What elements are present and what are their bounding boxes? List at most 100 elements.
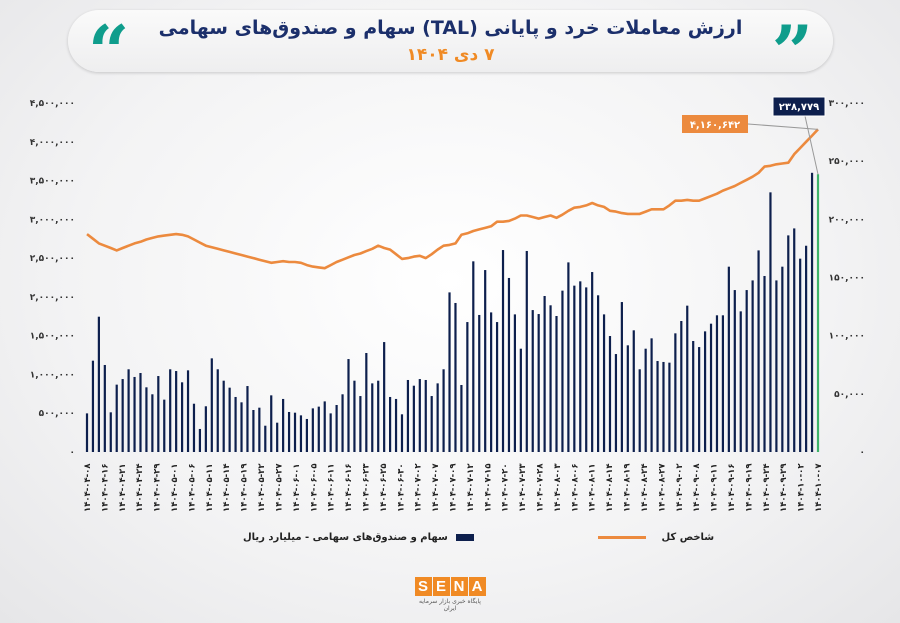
bar <box>597 295 600 452</box>
bar <box>353 380 356 452</box>
x-tick-label: ۱۴۰۴-۰۶-۱۶ <box>344 463 354 512</box>
bar <box>145 387 148 452</box>
bar <box>133 376 136 452</box>
bar <box>805 245 808 452</box>
bar <box>282 398 285 452</box>
x-tick-label: ۱۴۰۴-۰۹-۲۹ <box>779 463 789 512</box>
x-tick-label: ۱۴۰۴-۰۸-۱۹ <box>623 463 633 512</box>
bar <box>632 330 635 452</box>
x-tick-label: ۱۴۰۴-۰۸-۱۴ <box>605 463 615 512</box>
annotation-index-box <box>682 115 748 133</box>
double-quote-icon: “ <box>88 9 130 94</box>
legend-label-bars: سهام و صندوق‌های سهامی - میلیارد ریال <box>243 532 448 543</box>
bar <box>377 380 380 452</box>
bar <box>412 385 415 452</box>
annotation-value-label: ۲۳۸,۷۷۹ <box>779 102 819 113</box>
bar <box>537 314 540 452</box>
x-tick-label: ۱۴۰۴-۰۵-۰۱ <box>170 463 180 512</box>
left-axis-tick-label: ۲,۰۰۰,۰۰۰ <box>30 293 75 303</box>
bar <box>525 250 528 452</box>
bar <box>810 172 814 453</box>
bar <box>276 422 279 452</box>
bar <box>442 369 445 452</box>
bar <box>501 250 505 452</box>
bar <box>668 362 671 452</box>
bar <box>715 315 719 452</box>
bar <box>549 305 552 452</box>
x-tick-label: ۱۴۰۴-۰۶-۲۵ <box>379 463 389 512</box>
bar <box>454 302 457 452</box>
left-axis-tick-label: ۴,۰۰۰,۰۰۰ <box>30 138 75 148</box>
right-axis-tick-label: ۱۰۰,۰۰۰ <box>829 332 865 342</box>
left-axis-tick-label: ۳,۵۰۰,۰۰۰ <box>30 177 75 187</box>
x-tick-label: ۱۴۰۴-۰۸-۲۷ <box>657 463 667 512</box>
bar <box>287 411 291 452</box>
bar <box>151 394 154 452</box>
bar <box>698 347 701 452</box>
bar <box>192 403 196 452</box>
bar <box>115 384 118 452</box>
bar <box>793 228 796 452</box>
bar <box>460 384 463 452</box>
bar <box>472 261 475 452</box>
x-tick-label: ۱۴۰۴-۰۷-۲۳ <box>518 463 528 512</box>
bar <box>186 370 190 452</box>
bar <box>531 310 534 452</box>
bar <box>579 281 582 452</box>
bar <box>567 262 570 452</box>
x-tick-label: ۱۴۰۴-۰۶-۳۰ <box>396 463 406 512</box>
bar <box>234 396 237 452</box>
bar <box>258 407 261 452</box>
x-tick-label: ۱۴۰۴-۰۷-۰۲ <box>414 463 424 512</box>
x-tick-label: ۱۴۰۴-۰۷-۰۹ <box>449 463 459 512</box>
right-axis-tick-label: ۳۰۰,۰۰۰ <box>829 99 865 109</box>
bar <box>644 348 647 452</box>
bar <box>139 373 142 452</box>
legend-swatch-line <box>598 535 646 539</box>
right-axis-tick-label: ۱۵۰,۰۰۰ <box>829 274 865 284</box>
bar <box>757 250 760 452</box>
bar <box>484 270 487 452</box>
bar <box>721 315 725 452</box>
bar <box>561 290 564 452</box>
legend-swatch-bars <box>456 533 475 541</box>
x-tick-label: ۱۴۰۴-۰۴-۰۸ <box>83 463 93 512</box>
left-axis-tick-label: ۳,۰۰۰,۰۰۰ <box>30 215 75 225</box>
left-axis-tick-label: ۰ <box>70 448 76 458</box>
bar <box>620 302 623 452</box>
bar <box>180 382 184 452</box>
bar <box>169 369 172 452</box>
page-subtitle: ۷ دی ۱۴۰۴ <box>406 45 495 65</box>
bar <box>240 402 243 452</box>
x-tick-label: ۱۴۰۴-۱۰-۰۷ <box>814 463 824 512</box>
x-tick-label: ۱۴۰۴-۰۵-۱۱ <box>205 463 215 512</box>
x-tick-label: ۱۴۰۴-۰۵-۱۴ <box>222 463 232 512</box>
page-title: ارزش معاملات خرد و پایانی (TAL) سهام و ص… <box>158 17 743 39</box>
x-tick-label: ۱۴۰۴-۰۸-۲۴ <box>640 463 650 512</box>
x-tick-label: ۱۴۰۴-۰۶-۲۳ <box>361 463 371 512</box>
x-tick-label: ۱۴۰۴-۰۵-۲۲ <box>257 463 267 512</box>
bar <box>585 287 588 452</box>
x-tick-label: ۱۴۰۴-۱۰-۰۲ <box>797 463 807 512</box>
bar <box>638 369 641 452</box>
bar <box>430 396 433 452</box>
bar <box>365 353 368 452</box>
bar <box>406 379 410 452</box>
bar <box>763 275 766 452</box>
x-tick-label: ۱۴۰۴-۰۸-۱۱ <box>588 463 598 512</box>
legend-item-line: شاخص کل <box>598 532 714 543</box>
bar <box>769 192 772 452</box>
bar <box>270 395 273 452</box>
x-tick-label: ۱۴۰۴-۰۴-۱۶ <box>100 463 110 512</box>
left-axis-tick-label: ۱,۵۰۰,۰۰۰ <box>30 332 75 342</box>
bar <box>317 406 320 452</box>
bar <box>727 266 730 452</box>
bar <box>745 290 748 452</box>
bar <box>591 272 594 452</box>
bar <box>85 413 89 452</box>
bar <box>216 369 219 452</box>
bar <box>394 398 398 452</box>
bar <box>709 323 713 452</box>
index-line <box>86 128 819 270</box>
